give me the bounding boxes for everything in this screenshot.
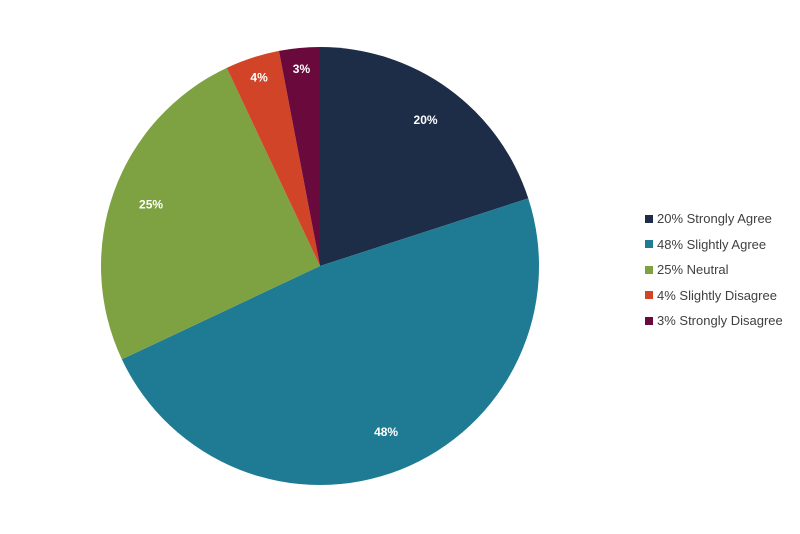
legend-label: 48% Slightly Agree — [657, 236, 767, 252]
legend-swatch — [645, 265, 653, 274]
pie-slice-neutral — [100, 67, 320, 360]
data-label-slightly-disagree: 4% — [250, 71, 268, 85]
legend-label: 25% Neutral — [657, 262, 729, 278]
pie-slice-strongly-agree — [320, 47, 529, 266]
legend-swatch — [645, 291, 653, 300]
pie-slice-strongly-disagree — [278, 47, 320, 266]
pie-slice-slightly-agree — [121, 198, 539, 485]
legend-item-strongly-disagree: 3% Strongly Disagree — [645, 308, 795, 334]
legend-item-slightly-agree: 48% Slightly Agree — [645, 232, 795, 258]
legend-swatch — [645, 214, 653, 223]
data-label-neutral: 25% — [139, 197, 163, 211]
legend-swatch — [645, 316, 653, 325]
legend-item-strongly-agree: 20% Strongly Agree — [645, 206, 795, 232]
legend-item-neutral: 25% Neutral — [645, 257, 795, 283]
legend: 20% Strongly Agree 48% Slightly Agree 25… — [645, 206, 795, 334]
legend-label: 3% Strongly Disagree — [657, 313, 783, 329]
data-label-slightly-agree: 48% — [374, 425, 398, 439]
data-label-strongly-disagree: 3% — [293, 62, 311, 76]
legend-swatch — [645, 240, 653, 249]
legend-item-slightly-disagree: 4% Slightly Disagree — [645, 283, 795, 309]
pie-slice-slightly-disagree — [226, 50, 320, 267]
legend-label: 4% Slightly Disagree — [657, 287, 777, 303]
legend-label: 20% Strongly Agree — [657, 211, 772, 227]
data-label-strongly-agree: 20% — [414, 113, 438, 127]
